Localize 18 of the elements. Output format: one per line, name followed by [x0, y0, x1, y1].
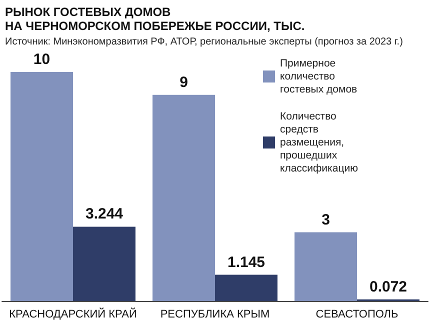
bar [294, 232, 357, 301]
legend-label: Примерное количество гостевых домов [280, 58, 358, 96]
bar [10, 72, 73, 301]
data-label: 10 [33, 51, 50, 68]
x-tick-label: СЕВАСТОПОЛЬ [316, 308, 398, 320]
chart-subtitle: Источник: Минэкономразвития РФ, АТОР, региональные эксперты (прогноз за 2023 г.) [5, 36, 403, 48]
data-label: 9 [180, 74, 188, 91]
legend-label: Количество средств размещения, прошедших классификацию [280, 110, 358, 174]
data-label: 3 [322, 211, 330, 228]
x-tick-label: РЕСПУБЛИКА КРЫМ [160, 308, 270, 320]
data-label: 0.072 [369, 278, 408, 296]
bar [73, 226, 136, 301]
data-label: 1.145 [227, 254, 266, 271]
bar [152, 94, 215, 301]
chart-title: РЫНОК ГОСТЕВЫХ ДОМОВ НА ЧЕРНОМОРСКОМ ПОБЕРЕЖЬЕ РОССИИ, ТЫС. [5, 5, 305, 33]
data-label: 3.244 [85, 206, 124, 223]
bar [215, 274, 278, 301]
x-tick-label: КРАСНОДАРСКИЙ КРАЙ [9, 308, 137, 320]
